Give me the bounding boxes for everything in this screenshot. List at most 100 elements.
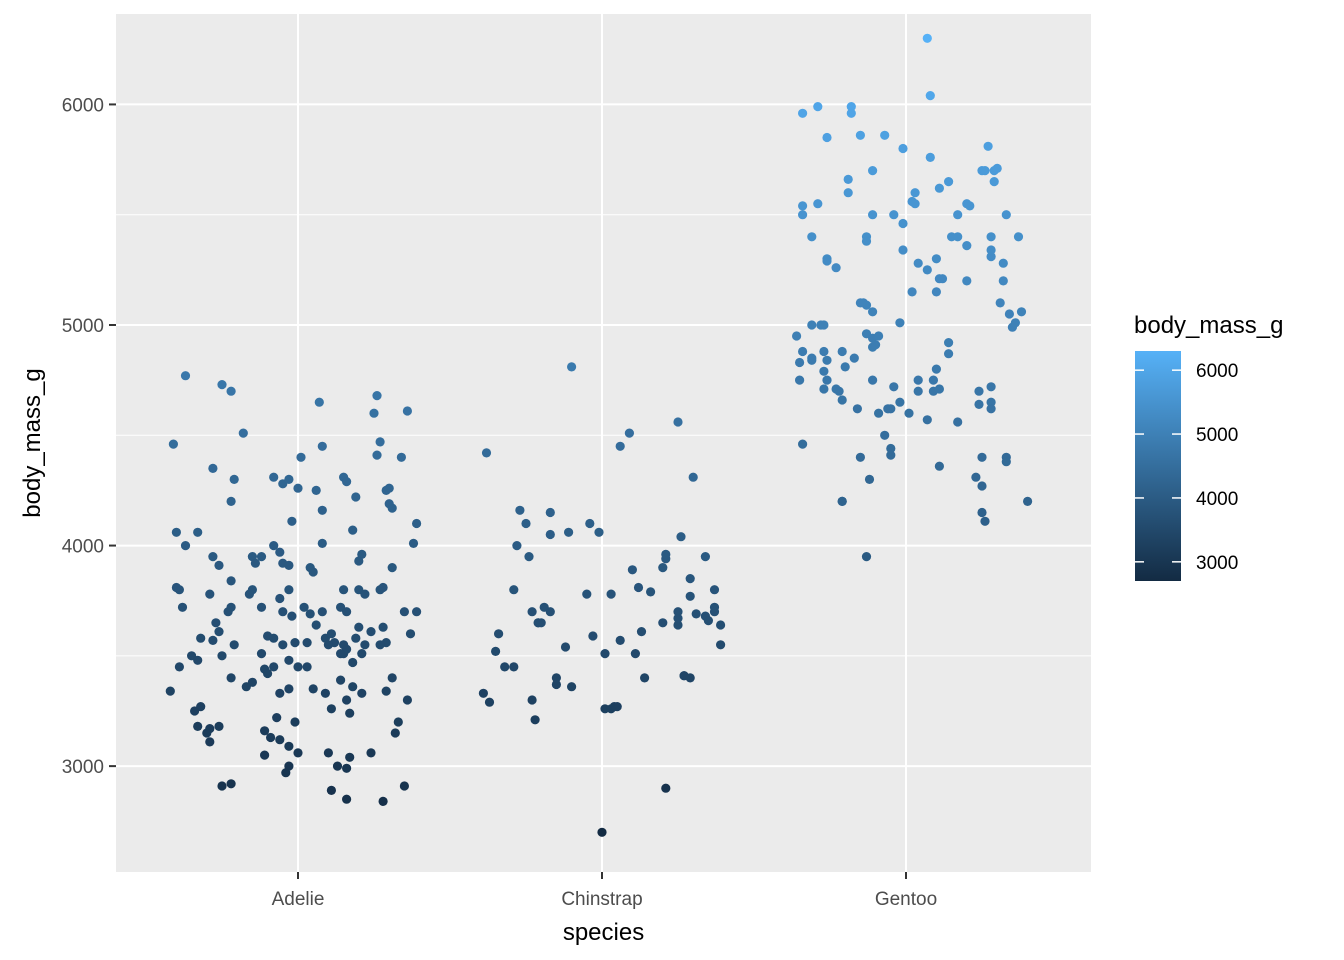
legend-tick-label: 3000 <box>1196 553 1238 574</box>
data-point-adelie <box>287 516 297 526</box>
data-point-gentoo <box>998 258 1008 268</box>
legend-tick-label: 5000 <box>1196 425 1238 446</box>
data-point-gentoo <box>855 452 866 462</box>
data-point-gentoo <box>868 166 878 176</box>
data-point-adelie <box>323 640 333 650</box>
data-point-gentoo <box>889 210 899 220</box>
data-point-gentoo <box>995 298 1005 308</box>
data-point-chinstrap <box>484 697 495 707</box>
data-point-adelie <box>302 662 312 672</box>
data-point-chinstrap <box>703 616 714 626</box>
data-point-adelie <box>408 538 419 549</box>
y-axis: 3000 4000 5000 6000 <box>62 95 116 778</box>
data-point-adelie <box>326 629 336 639</box>
color-legend: body_mass_g 3000 4000 5000 6000 <box>1134 312 1283 581</box>
data-point-adelie <box>314 397 324 407</box>
data-point-adelie <box>180 371 191 381</box>
data-point-adelie <box>211 618 221 628</box>
data-point-gentoo <box>965 201 975 211</box>
data-point-gentoo <box>895 318 905 328</box>
data-point-adelie <box>205 737 215 747</box>
data-point-gentoo <box>931 254 942 264</box>
data-point-gentoo <box>904 408 914 418</box>
data-point-gentoo <box>886 450 896 460</box>
data-point-chinstrap <box>661 783 671 793</box>
data-point-adelie <box>269 633 279 643</box>
data-point-gentoo <box>819 366 829 376</box>
data-point-adelie <box>256 602 267 612</box>
data-point-adelie <box>241 682 251 692</box>
data-point-adelie <box>214 627 224 637</box>
x-tick-label: Adelie <box>272 889 325 910</box>
data-point-adelie <box>317 505 327 515</box>
data-point-gentoo <box>813 102 823 112</box>
data-point-adelie <box>284 585 294 595</box>
data-point-adelie <box>342 607 352 617</box>
data-point-chinstrap <box>545 607 555 617</box>
data-point-adelie <box>229 640 239 650</box>
data-point-adelie <box>390 728 400 738</box>
data-point-adelie <box>290 638 300 648</box>
data-point-gentoo <box>992 163 1002 173</box>
data-point-adelie <box>193 721 203 732</box>
data-point-chinstrap <box>633 582 644 593</box>
data-point-chinstrap <box>512 541 522 551</box>
data-point-chinstrap <box>567 362 577 372</box>
data-point-chinstrap <box>551 679 562 690</box>
data-point-adelie <box>174 662 184 672</box>
data-point-gentoo <box>986 397 996 407</box>
data-point-gentoo <box>934 384 945 394</box>
data-point-gentoo <box>868 210 878 220</box>
data-point-gentoo <box>834 386 844 396</box>
data-point-chinstrap <box>527 607 537 617</box>
data-point-adelie <box>399 781 409 791</box>
y-tick-label: 4000 <box>62 537 104 558</box>
data-point-gentoo <box>928 375 939 385</box>
data-point-adelie <box>260 726 270 736</box>
data-point-adelie <box>260 750 270 760</box>
data-point-gentoo <box>953 210 963 220</box>
data-point-adelie <box>357 688 367 698</box>
data-point-gentoo <box>831 263 841 273</box>
data-point-gentoo <box>977 507 987 518</box>
data-point-adelie <box>226 386 236 396</box>
data-point-chinstrap <box>673 620 683 630</box>
data-point-adelie <box>266 732 276 743</box>
data-point-adelie <box>293 483 303 493</box>
data-point-gentoo <box>871 340 881 350</box>
data-point-gentoo <box>837 395 847 405</box>
data-point-gentoo <box>822 256 832 266</box>
data-point-gentoo <box>944 349 954 359</box>
data-point-adelie <box>226 602 236 612</box>
data-point-chinstrap <box>585 518 595 529</box>
data-point-chinstrap <box>524 552 534 562</box>
data-point-chinstrap <box>700 552 711 562</box>
data-point-chinstrap <box>658 563 668 573</box>
data-point-adelie <box>208 635 218 646</box>
data-point-gentoo <box>1023 496 1033 506</box>
data-point-gentoo <box>937 274 948 284</box>
data-point-gentoo <box>913 375 923 385</box>
data-point-chinstrap <box>509 585 519 595</box>
legend-title: body_mass_g <box>1134 312 1283 339</box>
data-point-adelie <box>171 582 181 593</box>
data-point-adelie <box>366 748 376 758</box>
data-point-gentoo <box>931 287 942 297</box>
data-point-adelie <box>387 563 397 573</box>
data-point-adelie <box>217 781 227 791</box>
data-point-chinstrap <box>560 642 571 652</box>
data-point-chinstrap <box>636 627 647 637</box>
data-point-chinstrap <box>688 472 698 482</box>
data-point-gentoo <box>849 353 859 363</box>
data-point-gentoo <box>846 108 856 118</box>
data-point-gentoo <box>843 174 853 184</box>
data-point-adelie <box>402 695 412 705</box>
data-point-adelie <box>193 527 203 537</box>
data-point-adelie <box>278 607 288 617</box>
data-point-adelie <box>351 492 361 502</box>
data-point-adelie <box>226 673 236 683</box>
data-point-adelie <box>275 688 285 698</box>
data-point-adelie <box>348 657 358 668</box>
data-point-chinstrap <box>606 704 616 714</box>
data-point-adelie <box>217 380 227 390</box>
